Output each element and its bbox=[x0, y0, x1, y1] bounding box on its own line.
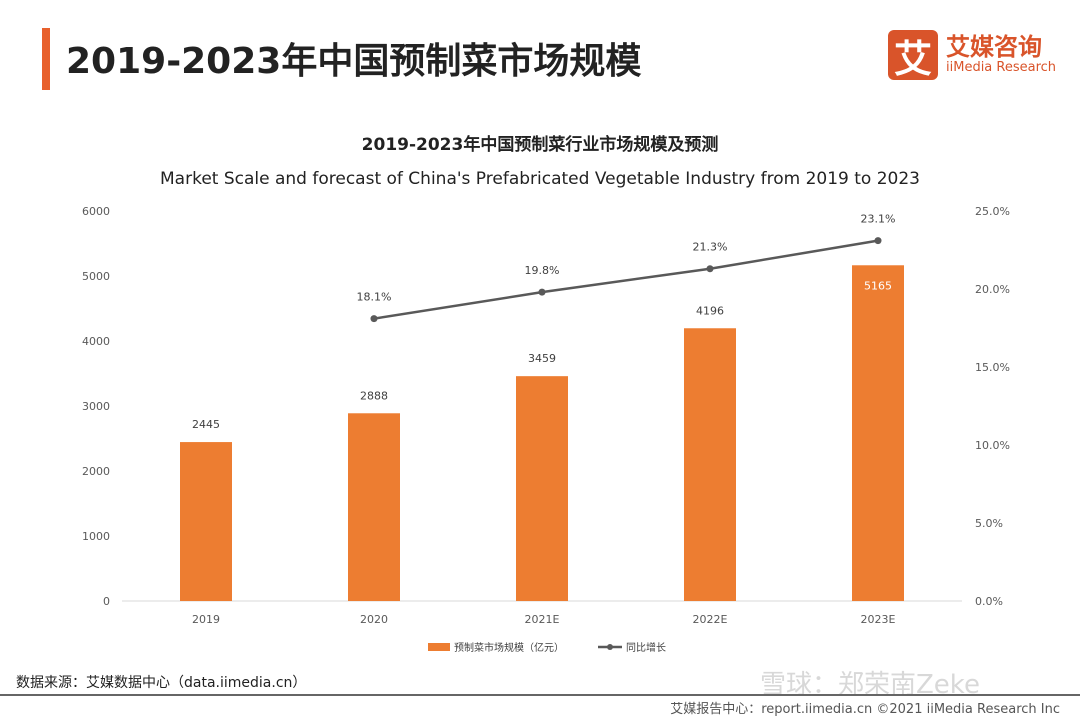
growth-label: 21.3% bbox=[693, 241, 728, 254]
bar-label: 2888 bbox=[360, 389, 388, 402]
bar bbox=[684, 328, 736, 601]
left-tick-label: 4000 bbox=[82, 335, 110, 348]
left-tick-label: 1000 bbox=[82, 530, 110, 543]
bar-label: 3459 bbox=[528, 352, 556, 365]
bar bbox=[516, 376, 568, 601]
title-accent-bar bbox=[42, 28, 50, 90]
growth-point bbox=[874, 237, 882, 245]
left-tick-label: 5000 bbox=[82, 270, 110, 283]
x-tick-label: 2021E bbox=[525, 613, 560, 626]
logo: 艾 艾媒咨询 iiMedia Research bbox=[888, 30, 1057, 81]
legend-bar-label: 预制菜市场规模（亿元） bbox=[454, 641, 564, 654]
legend-bar-swatch bbox=[428, 643, 450, 651]
left-tick-label: 2000 bbox=[82, 465, 110, 478]
right-tick-label: 5.0% bbox=[975, 517, 1003, 530]
legend-line-label: 同比增长 bbox=[626, 641, 666, 654]
divider bbox=[0, 694, 1080, 696]
legend-line-marker bbox=[607, 644, 613, 650]
left-tick-label: 3000 bbox=[82, 400, 110, 413]
x-tick-label: 2019 bbox=[192, 613, 220, 626]
logo-mark: 艾 bbox=[888, 30, 938, 81]
growth-label: 19.8% bbox=[525, 264, 560, 277]
chart-title: 2019-2023年中国预制菜行业市场规模及预测 bbox=[362, 134, 719, 155]
growth-point bbox=[370, 315, 378, 323]
growth-point bbox=[706, 265, 714, 273]
bar-label: 2445 bbox=[192, 418, 220, 431]
bar-label: 5165 bbox=[864, 279, 892, 292]
right-tick-label: 20.0% bbox=[975, 283, 1010, 296]
right-tick-label: 15.0% bbox=[975, 361, 1010, 374]
x-tick-label: 2020 bbox=[360, 613, 388, 626]
right-tick-label: 0.0% bbox=[975, 595, 1003, 608]
footer: 艾媒报告中心：report.iimedia.cn ©2021 iiMedia R… bbox=[670, 702, 1060, 717]
bar-label: 4196 bbox=[696, 304, 724, 317]
growth-label: 23.1% bbox=[861, 213, 896, 226]
growth-label: 18.1% bbox=[357, 291, 392, 304]
bar bbox=[348, 413, 400, 601]
source-note: 数据来源：艾媒数据中心（data.iimedia.cn） bbox=[16, 675, 307, 691]
bar bbox=[180, 442, 232, 601]
left-tick-label: 0 bbox=[103, 595, 110, 608]
bar bbox=[852, 265, 904, 601]
x-tick-label: 2022E bbox=[693, 613, 728, 626]
right-tick-label: 10.0% bbox=[975, 439, 1010, 452]
x-tick-label: 2023E bbox=[861, 613, 896, 626]
right-tick-label: 25.0% bbox=[975, 205, 1010, 218]
chart-subtitle: Market Scale and forecast of China's Pre… bbox=[160, 169, 920, 189]
left-tick-label: 6000 bbox=[82, 205, 110, 218]
growth-point bbox=[538, 288, 546, 296]
growth-line bbox=[373, 239, 879, 320]
page-title: 2019-2023年中国预制菜市场规模 bbox=[66, 41, 642, 82]
logo-cn: 艾媒咨询 bbox=[946, 33, 1042, 61]
logo-en: iiMedia Research bbox=[946, 60, 1057, 75]
